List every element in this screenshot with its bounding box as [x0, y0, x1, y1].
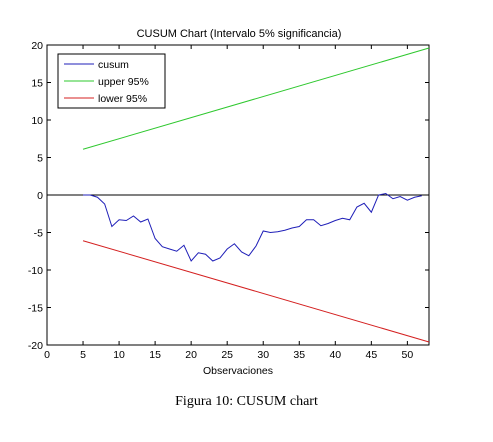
y-tick-label: 15	[31, 78, 43, 90]
x-tick-label: 20	[185, 349, 197, 361]
x-tick-label: 10	[113, 349, 125, 361]
x-tick-label: 30	[257, 349, 269, 361]
chart-title: CUSUM Chart (Intervalo 5% significancia)	[137, 28, 342, 40]
y-tick-label: 20	[31, 40, 43, 52]
x-tick-label: 5	[80, 349, 86, 361]
y-tick-label: 5	[37, 153, 43, 165]
x-tick-label: 0	[44, 349, 50, 361]
legend-label: lower 95%	[98, 93, 147, 105]
series-line-upper-95-	[82, 47, 430, 150]
series-line-lower-95-	[82, 240, 430, 343]
y-tick-label: -10	[28, 265, 43, 277]
figure-caption: Figura 10: CUSUM chart	[175, 394, 318, 409]
x-tick-label: 25	[221, 349, 233, 361]
legend-label: upper 95%	[98, 76, 149, 88]
legend-label: cusum	[98, 59, 129, 71]
legend: cusum upper 95% lower 95%	[57, 53, 166, 109]
y-tick-label: 0	[37, 190, 43, 202]
x-axis-label: Observaciones	[203, 365, 273, 377]
x-tick-label: 35	[293, 349, 305, 361]
y-tick-label: -20	[28, 340, 43, 352]
series-line-cusum	[83, 192, 422, 262]
x-tick-label: 40	[329, 349, 341, 361]
x-tick-label: 45	[365, 349, 377, 361]
y-tick-label: 10	[31, 115, 43, 127]
y-tick-label: -5	[34, 228, 43, 240]
cusum-chart: CUSUM Chart (Intervalo 5% significancia)…	[28, 28, 430, 377]
y-tick-label: -15	[28, 303, 43, 315]
series-lines	[47, 47, 430, 343]
x-tick-label: 50	[402, 349, 414, 361]
x-tick-label: 15	[149, 349, 161, 361]
